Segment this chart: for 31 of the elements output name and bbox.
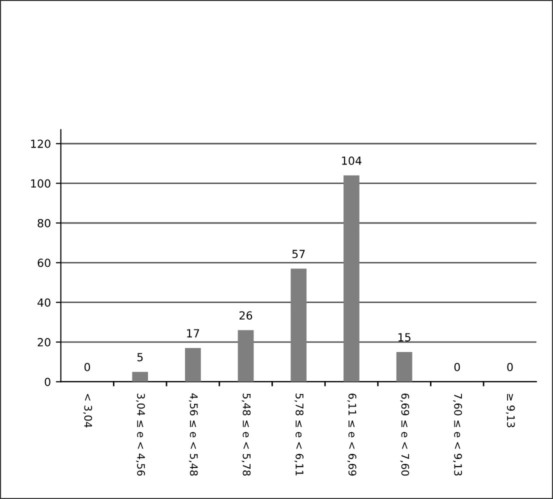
y-tick-label: 0 — [44, 378, 50, 386]
x-tick-label: 7,60 ≤ e < 9,13 — [453, 394, 462, 476]
x-tick-label: ≥ 9,13 — [506, 394, 515, 428]
bar — [185, 348, 201, 382]
y-tick-label: 80 — [38, 218, 50, 228]
bar — [132, 372, 148, 382]
y-tick-label: 120 — [31, 140, 50, 148]
data-label: 15 — [398, 333, 410, 342]
bar — [344, 175, 360, 382]
data-label: 26 — [240, 311, 252, 320]
bar — [238, 330, 254, 382]
x-tick-label: 3,04 ≤ e < 4,56 — [136, 394, 145, 476]
y-tick-label: 100 — [31, 179, 50, 188]
bar — [396, 352, 412, 382]
bar — [290, 268, 307, 382]
x-tick-label: 5,78 ≤ e < 6,11 — [294, 394, 304, 476]
x-tick-label: < 3,04 — [83, 394, 92, 428]
data-label: 0 — [454, 362, 460, 372]
x-tick-label: 6,11 ≤ e < 6,69 — [347, 394, 356, 476]
x-tick-label: 6,69 ≤ e < 7,60 — [400, 394, 410, 476]
x-tick-label: 5,48 ≤ e < 5,78 — [242, 394, 251, 476]
data-label: 57 — [292, 250, 305, 258]
y-tick-label: 40 — [38, 298, 50, 307]
data-label: 5 — [137, 353, 143, 362]
y-tick-label: 20 — [38, 338, 50, 346]
x-tick-label: 4,56 ≤ e < 5,48 — [188, 393, 198, 476]
data-label: 17 — [187, 329, 200, 338]
data-label: 0 — [84, 362, 90, 372]
data-label: 0 — [507, 362, 513, 372]
data-label: 104 — [342, 156, 362, 165]
y-tick-label: 60 — [38, 258, 50, 268]
